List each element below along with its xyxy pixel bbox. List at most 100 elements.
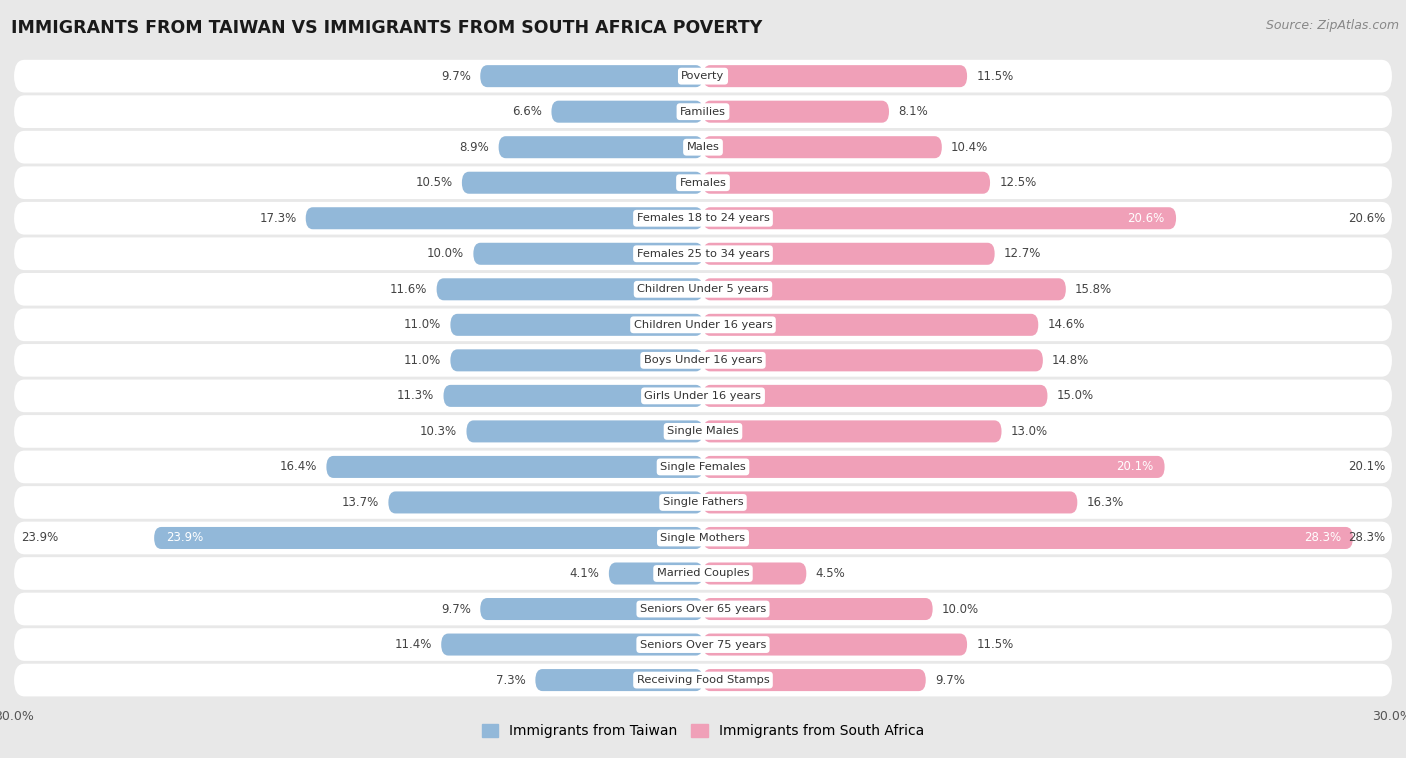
FancyBboxPatch shape xyxy=(443,385,703,407)
Text: Single Females: Single Females xyxy=(661,462,745,472)
FancyBboxPatch shape xyxy=(14,237,1392,270)
Text: Single Fathers: Single Fathers xyxy=(662,497,744,507)
Text: 11.4%: 11.4% xyxy=(395,638,432,651)
Text: 11.5%: 11.5% xyxy=(976,638,1014,651)
FancyBboxPatch shape xyxy=(14,309,1392,341)
Text: 7.3%: 7.3% xyxy=(496,674,526,687)
Text: Families: Families xyxy=(681,107,725,117)
Text: 28.3%: 28.3% xyxy=(1348,531,1385,544)
FancyBboxPatch shape xyxy=(14,131,1392,164)
FancyBboxPatch shape xyxy=(474,243,703,265)
FancyBboxPatch shape xyxy=(703,314,1038,336)
Text: 16.3%: 16.3% xyxy=(1087,496,1123,509)
FancyBboxPatch shape xyxy=(467,421,703,443)
FancyBboxPatch shape xyxy=(14,167,1392,199)
Text: 9.7%: 9.7% xyxy=(935,674,965,687)
Text: 10.0%: 10.0% xyxy=(427,247,464,260)
FancyBboxPatch shape xyxy=(388,491,703,513)
FancyBboxPatch shape xyxy=(551,101,703,123)
FancyBboxPatch shape xyxy=(14,593,1392,625)
Text: Seniors Over 65 years: Seniors Over 65 years xyxy=(640,604,766,614)
Text: Married Couples: Married Couples xyxy=(657,568,749,578)
Text: 23.9%: 23.9% xyxy=(21,531,58,544)
FancyBboxPatch shape xyxy=(703,527,1353,549)
Text: 4.1%: 4.1% xyxy=(569,567,599,580)
FancyBboxPatch shape xyxy=(703,243,994,265)
FancyBboxPatch shape xyxy=(703,634,967,656)
FancyBboxPatch shape xyxy=(14,522,1392,554)
Text: Poverty: Poverty xyxy=(682,71,724,81)
Text: 13.7%: 13.7% xyxy=(342,496,380,509)
Text: 4.5%: 4.5% xyxy=(815,567,845,580)
FancyBboxPatch shape xyxy=(14,96,1392,128)
Text: 9.7%: 9.7% xyxy=(441,70,471,83)
Text: 10.3%: 10.3% xyxy=(420,425,457,438)
Text: 12.7%: 12.7% xyxy=(1004,247,1042,260)
FancyBboxPatch shape xyxy=(14,60,1392,92)
Legend: Immigrants from Taiwan, Immigrants from South Africa: Immigrants from Taiwan, Immigrants from … xyxy=(477,719,929,744)
Text: 6.6%: 6.6% xyxy=(512,105,543,118)
FancyBboxPatch shape xyxy=(481,65,703,87)
FancyBboxPatch shape xyxy=(703,172,990,194)
FancyBboxPatch shape xyxy=(703,101,889,123)
Text: 15.8%: 15.8% xyxy=(1076,283,1112,296)
FancyBboxPatch shape xyxy=(461,172,703,194)
Text: 16.4%: 16.4% xyxy=(280,460,318,474)
FancyBboxPatch shape xyxy=(14,415,1392,448)
Text: Single Males: Single Males xyxy=(666,427,740,437)
FancyBboxPatch shape xyxy=(703,598,932,620)
Text: Children Under 16 years: Children Under 16 years xyxy=(634,320,772,330)
Text: Females: Females xyxy=(679,177,727,188)
FancyBboxPatch shape xyxy=(14,557,1392,590)
Text: IMMIGRANTS FROM TAIWAN VS IMMIGRANTS FROM SOUTH AFRICA POVERTY: IMMIGRANTS FROM TAIWAN VS IMMIGRANTS FRO… xyxy=(11,19,762,37)
FancyBboxPatch shape xyxy=(703,278,1066,300)
FancyBboxPatch shape xyxy=(703,456,1164,478)
FancyBboxPatch shape xyxy=(703,562,807,584)
FancyBboxPatch shape xyxy=(450,349,703,371)
Text: 11.0%: 11.0% xyxy=(404,318,441,331)
FancyBboxPatch shape xyxy=(14,344,1392,377)
FancyBboxPatch shape xyxy=(14,202,1392,234)
Text: Females 25 to 34 years: Females 25 to 34 years xyxy=(637,249,769,258)
Text: 14.8%: 14.8% xyxy=(1052,354,1090,367)
Text: 8.9%: 8.9% xyxy=(460,141,489,154)
FancyBboxPatch shape xyxy=(481,598,703,620)
FancyBboxPatch shape xyxy=(536,669,703,691)
FancyBboxPatch shape xyxy=(437,278,703,300)
Text: Source: ZipAtlas.com: Source: ZipAtlas.com xyxy=(1265,19,1399,32)
FancyBboxPatch shape xyxy=(305,207,703,229)
Text: 11.6%: 11.6% xyxy=(389,283,427,296)
Text: 10.5%: 10.5% xyxy=(416,176,453,190)
Text: Receiving Food Stamps: Receiving Food Stamps xyxy=(637,675,769,685)
FancyBboxPatch shape xyxy=(703,491,1077,513)
Text: 10.0%: 10.0% xyxy=(942,603,979,615)
FancyBboxPatch shape xyxy=(703,65,967,87)
Text: 20.1%: 20.1% xyxy=(1116,460,1153,474)
FancyBboxPatch shape xyxy=(326,456,703,478)
FancyBboxPatch shape xyxy=(441,634,703,656)
Text: 20.6%: 20.6% xyxy=(1348,211,1385,225)
Text: 17.3%: 17.3% xyxy=(259,211,297,225)
FancyBboxPatch shape xyxy=(14,664,1392,697)
Text: 23.9%: 23.9% xyxy=(166,531,202,544)
Text: Girls Under 16 years: Girls Under 16 years xyxy=(644,391,762,401)
Text: Boys Under 16 years: Boys Under 16 years xyxy=(644,356,762,365)
FancyBboxPatch shape xyxy=(14,486,1392,518)
Text: 12.5%: 12.5% xyxy=(1000,176,1036,190)
Text: Females 18 to 24 years: Females 18 to 24 years xyxy=(637,213,769,224)
Text: 8.1%: 8.1% xyxy=(898,105,928,118)
FancyBboxPatch shape xyxy=(703,385,1047,407)
Text: 11.0%: 11.0% xyxy=(404,354,441,367)
FancyBboxPatch shape xyxy=(703,421,1001,443)
Text: Single Mothers: Single Mothers xyxy=(661,533,745,543)
FancyBboxPatch shape xyxy=(499,136,703,158)
Text: 9.7%: 9.7% xyxy=(441,603,471,615)
FancyBboxPatch shape xyxy=(703,669,925,691)
Text: 11.3%: 11.3% xyxy=(396,390,434,402)
Text: 28.3%: 28.3% xyxy=(1305,531,1341,544)
FancyBboxPatch shape xyxy=(703,136,942,158)
FancyBboxPatch shape xyxy=(14,628,1392,661)
FancyBboxPatch shape xyxy=(14,380,1392,412)
Text: 20.1%: 20.1% xyxy=(1348,460,1385,474)
FancyBboxPatch shape xyxy=(609,562,703,584)
